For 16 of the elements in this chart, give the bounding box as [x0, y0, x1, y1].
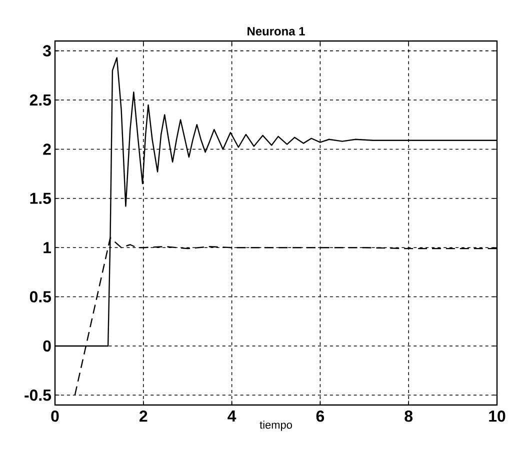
x-tick-label: 4: [228, 410, 236, 422]
y-tick-label: 1: [44, 242, 52, 254]
y-tick-label: 2.5: [30, 94, 52, 106]
y-tick-label: 3: [42, 45, 51, 56]
y-tick-label: -0.5: [24, 390, 52, 401]
x-tick-label: 10: [489, 410, 506, 422]
x-axis-title: tiempo: [260, 420, 292, 431]
y-tick-label: 2: [43, 144, 51, 155]
y-tick-label: 0: [43, 340, 51, 352]
x-tick-label: 8: [404, 410, 413, 422]
x-tick-label: 0: [51, 410, 59, 422]
y-tick-label: 1.5: [30, 192, 52, 204]
x-tick-label: 2: [140, 410, 148, 422]
y-tick-label: 0.5: [30, 291, 52, 302]
x-tick-label: 6: [316, 410, 324, 422]
chart-title: Neurona 1: [248, 27, 305, 36]
